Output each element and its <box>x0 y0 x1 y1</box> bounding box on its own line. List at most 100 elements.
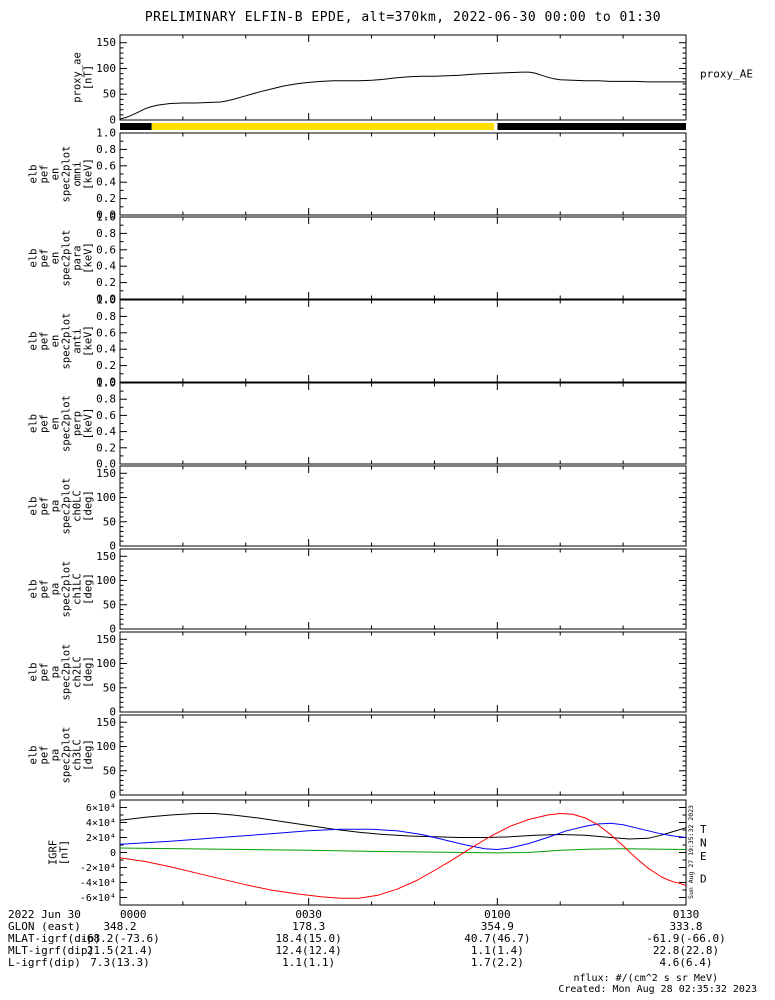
y-tick-label: 0.2 <box>96 359 116 372</box>
y-axis-title-line: [nT] <box>83 65 95 90</box>
footer-value: 21.5(21.4) <box>86 944 154 957</box>
y-tick-label: 0.0 <box>96 376 116 389</box>
y-tick-label: 0.8 <box>96 227 116 240</box>
y-tick-label: -2×10⁴ <box>80 863 116 874</box>
y-axis-title-line: pef <box>39 332 51 351</box>
panel-proxy_ae: 150 100 50 0 proxy_ae [nT] proxy_AE <box>72 34 753 127</box>
created-timestamp: Created: Mon Aug 28 02:35:32 2023 <box>558 984 757 995</box>
panel-en_spec_para: 1.0 0.8 0.6 0.4 0.2 0.0 elb pef en spec2plot para[… <box>28 211 687 306</box>
y-tick-label: 50 <box>103 764 116 777</box>
footer-value: 354.9 <box>480 920 514 933</box>
x-tick-label: 0130 <box>672 908 700 921</box>
panel-frame <box>119 382 687 465</box>
y-tick-label: 50 <box>103 515 116 528</box>
y-tick-label: 0.0 <box>96 209 116 222</box>
footer-value: 12.4(12.4) <box>275 944 342 957</box>
y-axis-title-line: [keV] <box>83 158 95 190</box>
panel-pa_spec_ch3lc: 150 100 50 0 elb pef pa spec2plot ch3LC [deg] <box>28 714 687 802</box>
footer-row-label: MLAT-igrf(dip) <box>8 932 101 945</box>
series-E <box>119 847 687 854</box>
panel-frame <box>119 548 687 630</box>
footer-value: 22.8(22.8) <box>652 944 720 957</box>
y-tick-label: -6×10⁴ <box>80 893 116 904</box>
footer-value: 1.1(1.1) <box>282 956 336 969</box>
y-axis-title-line: pef <box>39 497 51 516</box>
y-axis-title-line: pef <box>39 249 51 268</box>
y-tick-label: 1.0 <box>96 377 116 390</box>
legend-label-N: N <box>700 837 707 850</box>
y-tick-label: 100 <box>96 62 116 75</box>
y-axis-title-line: spec2plot <box>61 230 73 287</box>
right-panel-label: proxy_AE <box>700 67 753 80</box>
y-tick-label: 0.2 <box>96 441 116 454</box>
y-axis-title-line: elb <box>28 249 40 268</box>
y-axis-title-line: spec2plot <box>61 561 73 618</box>
y-tick-label: 0.4 <box>96 260 116 273</box>
y-axis-title-line: elb <box>28 497 40 516</box>
footer-row-label: MLT-igrf(dip) <box>8 944 95 957</box>
y-axis-title-line: para <box>72 245 84 270</box>
y-tick-label: 0 <box>109 789 116 802</box>
panel-frame <box>119 465 687 547</box>
y-tick-label: 0 <box>109 114 116 127</box>
y-axis-title-line: spec2plot <box>61 644 73 701</box>
y-axis-title-line: en <box>50 335 62 348</box>
y-axis-title-line: proxy_ae <box>72 52 84 103</box>
y-tick-label: 100 <box>96 657 116 670</box>
y-tick-label: 150 <box>96 633 116 646</box>
y-axis-title-line: [keV] <box>83 242 95 274</box>
y-axis-title-line: pa <box>50 749 62 762</box>
y-axis-title-line: pef <box>39 746 51 765</box>
x-tick-label: 0100 <box>484 908 511 921</box>
y-tick-label: 6×10⁴ <box>86 803 116 814</box>
y-tick-label: 150 <box>96 36 116 49</box>
footer-value: 1.1(1.4) <box>470 944 524 957</box>
series-D <box>119 812 687 899</box>
legend-label-E: E <box>700 850 707 863</box>
y-tick-label: 1.0 <box>96 211 116 224</box>
y-axis-title-line: elb <box>28 332 40 351</box>
y-tick-label: 0 <box>109 540 116 553</box>
y-tick-label: 50 <box>103 598 116 611</box>
y-axis-title-line: [keV] <box>83 325 95 357</box>
footer-value: 1.7(2.2) <box>470 956 524 969</box>
footer-value: 40.7(46.7) <box>464 932 531 945</box>
y-tick-label: 0.6 <box>96 326 116 339</box>
series-T <box>119 813 687 840</box>
y-axis-title-line: elb <box>28 414 40 433</box>
y-tick-label: 0.2 <box>96 276 116 289</box>
y-tick-label: 100 <box>96 491 116 504</box>
y-tick-label: 1.0 <box>96 294 116 307</box>
availability-segment <box>151 123 495 130</box>
y-axis-title-line: [deg] <box>83 739 95 771</box>
y-axis-title-line: [nT] <box>59 840 71 865</box>
y-tick-label: 0.4 <box>96 343 116 356</box>
y-tick-label: 0.8 <box>96 393 116 406</box>
y-axis-title-line: pa <box>50 583 62 596</box>
y-tick-label: 50 <box>103 681 116 694</box>
footer-value: -61.9(-66.0) <box>646 932 726 945</box>
y-axis-title-line: pef <box>39 663 51 682</box>
y-axis-title-line: pef <box>39 414 51 433</box>
footer-row-label: GLON (east) <box>8 920 81 933</box>
panel-pa_spec_ch0lc: 150 100 50 0 elb pef pa spec2plot ch0LC [deg] <box>28 465 687 553</box>
y-tick-label: 2×10⁴ <box>86 833 116 844</box>
footer-value: 18.4(15.0) <box>275 932 342 945</box>
footer-value: 333.8 <box>669 920 703 933</box>
footer-row-label: 2022 Jun 30 <box>8 908 81 921</box>
y-tick-label: 100 <box>96 574 116 587</box>
panel-frame <box>119 799 687 906</box>
panel-igrf: 6×10⁴ 4×10⁴ 2×10⁴ 0 -2×10⁴ -4×10⁴ -6×10⁴ IGRF [n… <box>48 799 707 906</box>
y-axis-title-line: elb <box>28 746 40 765</box>
y-axis-title-line: pa <box>50 500 62 513</box>
y-tick-label: 0.6 <box>96 243 116 256</box>
footer-value: 178.3 <box>292 920 326 933</box>
footer-value: -68.2(-73.6) <box>80 932 160 945</box>
y-tick-label: 0 <box>109 623 116 636</box>
y-axis-title-line: IGRF <box>48 840 60 865</box>
plot-title: PRELIMINARY ELFIN-B EPDE, alt=370km, 202… <box>144 10 662 25</box>
y-axis-title-line: spec2plot <box>61 478 73 535</box>
y-axis-title-line: perp <box>72 411 84 436</box>
